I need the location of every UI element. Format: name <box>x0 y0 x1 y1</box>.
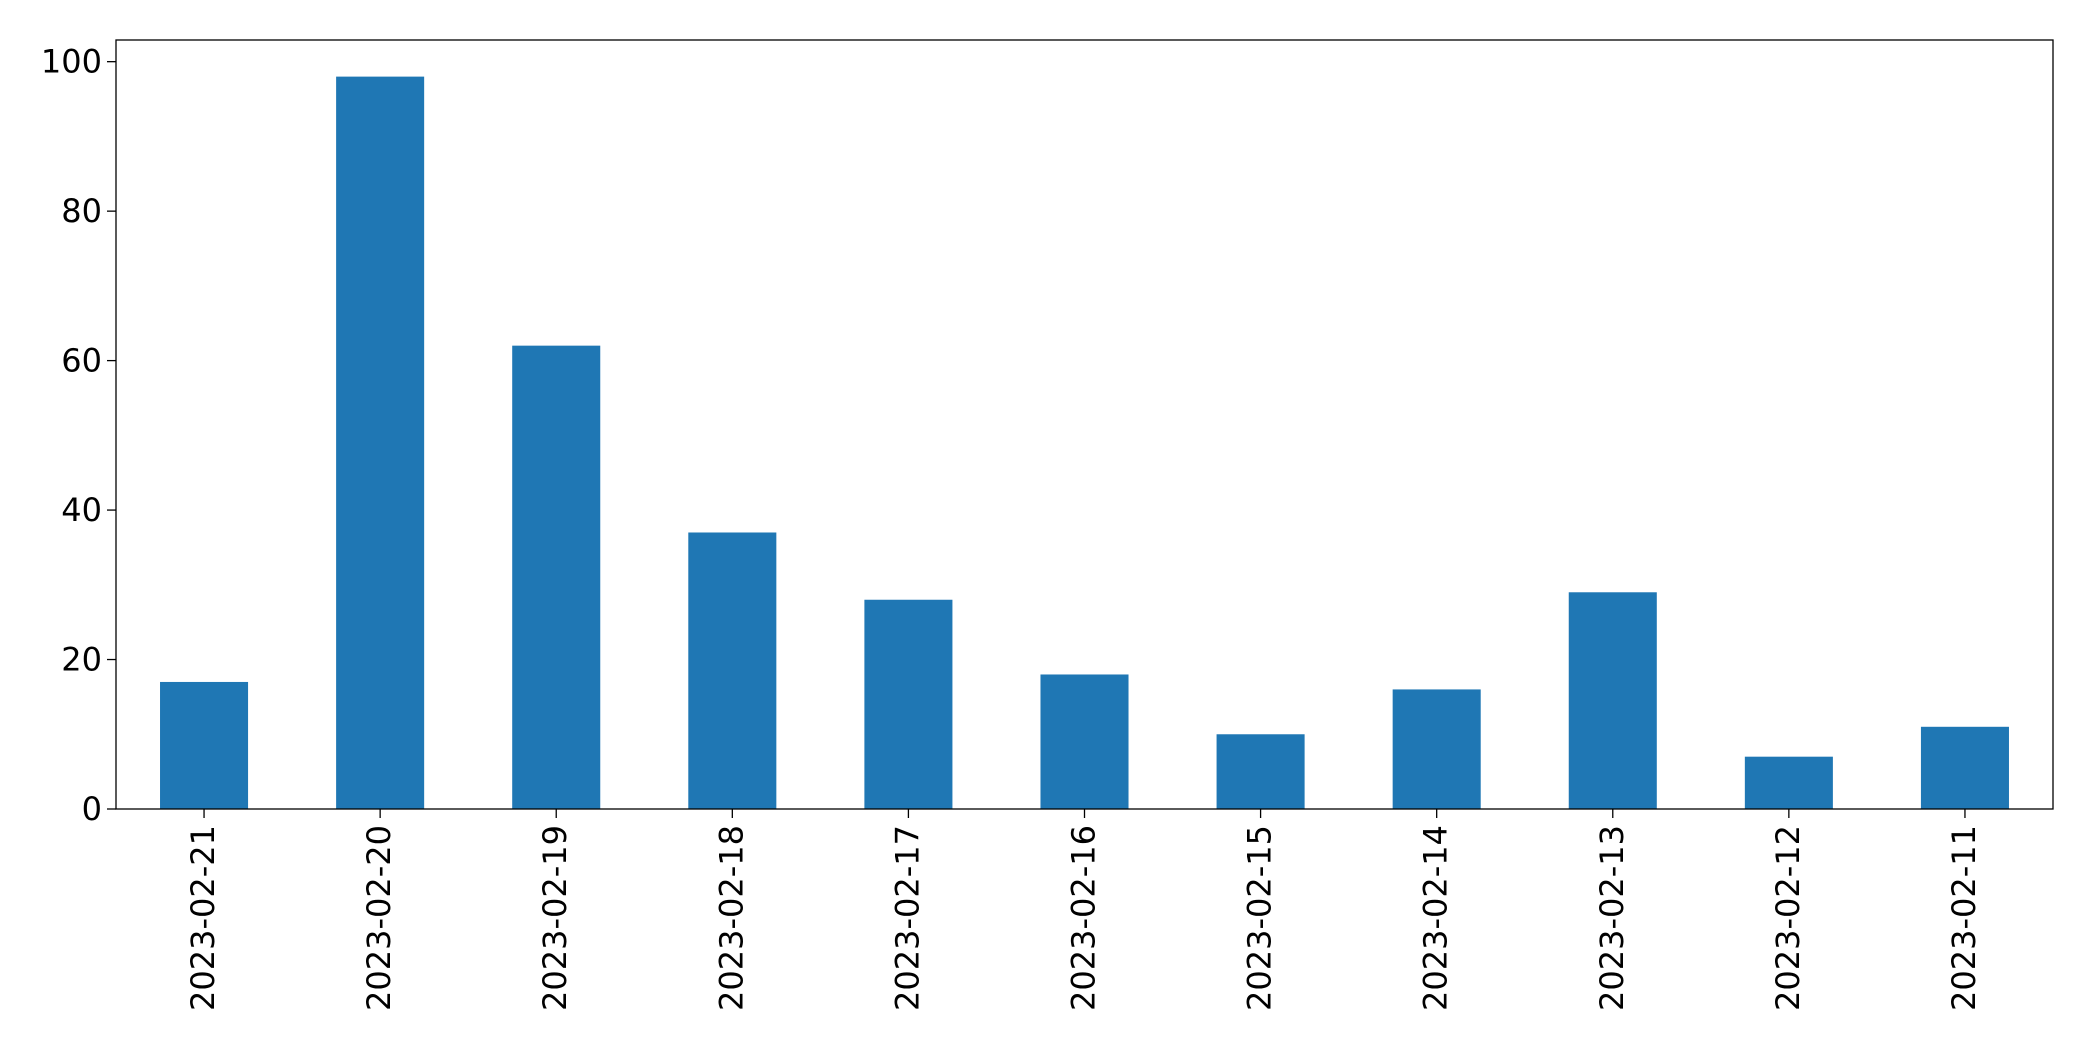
bar <box>1920 726 2009 809</box>
bar <box>1216 734 1305 809</box>
bar <box>864 599 953 809</box>
bar <box>1392 689 1481 809</box>
x-tick-label: 2023-02-19 <box>536 825 574 1011</box>
plot-frame <box>115 39 2054 810</box>
x-tick-label: 2023-02-11 <box>1945 825 1983 1011</box>
y-tick-label: 100 <box>41 43 102 81</box>
bar <box>336 76 425 810</box>
y-tick-label: 20 <box>61 641 102 679</box>
y-tick-label: 60 <box>61 342 102 380</box>
bar <box>1568 592 1657 809</box>
bar <box>160 681 249 809</box>
bar <box>688 532 777 809</box>
y-tick-label: 80 <box>61 192 102 230</box>
bar <box>512 345 601 809</box>
x-tick-label: 2023-02-14 <box>1417 825 1455 1011</box>
bar <box>1744 756 1833 809</box>
x-tick-label: 2023-02-13 <box>1593 825 1631 1011</box>
x-tick-label: 2023-02-12 <box>1769 825 1807 1011</box>
x-tick-label: 2023-02-20 <box>360 825 398 1011</box>
y-tick-label: 0 <box>82 790 102 828</box>
bar <box>1040 674 1129 809</box>
y-tick-label: 40 <box>61 491 102 529</box>
x-tick-label: 2023-02-18 <box>712 825 750 1011</box>
x-tick-label: 2023-02-15 <box>1241 825 1279 1011</box>
x-tick-label: 2023-02-21 <box>184 825 222 1011</box>
x-tick-label: 2023-02-16 <box>1065 825 1103 1011</box>
x-tick-label: 2023-02-17 <box>888 825 926 1011</box>
